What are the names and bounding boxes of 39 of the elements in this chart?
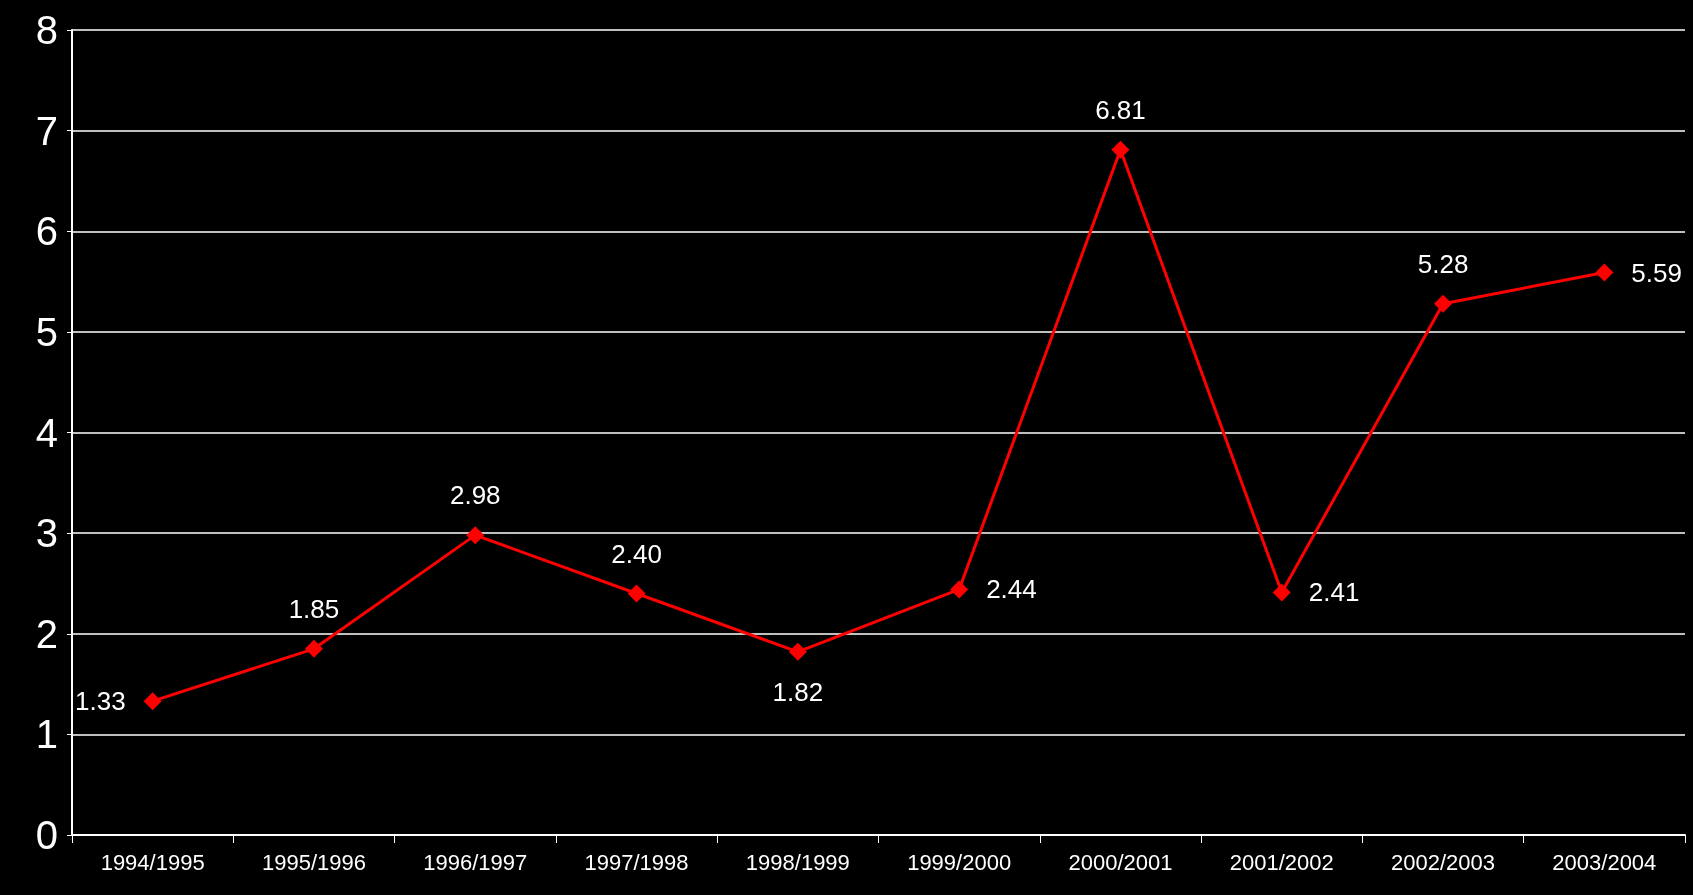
- x-tick-label: 1995/1996: [261, 849, 366, 875]
- data-label: 6.81: [1095, 94, 1146, 125]
- y-tick-label: 2: [35, 611, 58, 656]
- data-label: 2.41: [1308, 577, 1360, 608]
- y-tick-label: 7: [35, 108, 58, 153]
- data-label: 2.40: [611, 538, 662, 569]
- x-tick-label: 2002/2003: [1391, 849, 1496, 875]
- point: [1272, 583, 1291, 602]
- data-label: 1.85: [288, 593, 340, 624]
- point: [950, 580, 969, 599]
- y-tick-label: 6: [35, 209, 58, 254]
- point: [143, 692, 162, 711]
- x-tick-label: 2000/2001: [1068, 849, 1173, 875]
- y-tick-label: 4: [35, 410, 58, 455]
- point: [466, 526, 485, 545]
- x-tick-label: 1998/1999: [745, 849, 850, 875]
- point: [1595, 263, 1614, 282]
- point: [1111, 140, 1130, 159]
- y-tick-label: 8: [35, 8, 58, 52]
- point: [627, 584, 646, 603]
- y-tick-label: 5: [35, 309, 58, 354]
- data-label: 1.82: [772, 676, 824, 707]
- y-tick-label: 3: [35, 511, 58, 556]
- data-label: 1.33: [75, 686, 126, 717]
- point: [788, 642, 807, 661]
- data-label: 5.28: [1417, 248, 1469, 279]
- point: [1434, 294, 1453, 313]
- x-tick-label: 1994/1995: [100, 849, 205, 875]
- x-tick-label: 1999/2000: [907, 849, 1012, 875]
- x-tick-label: 1996/1997: [423, 849, 528, 875]
- data-label: 2.44: [986, 574, 1037, 605]
- x-tick-label: 2003/2004: [1552, 849, 1657, 875]
- x-tick-label: 2001/2002: [1229, 849, 1334, 875]
- point: [304, 639, 323, 658]
- data-label: 2.98: [449, 480, 501, 511]
- y-tick-label: 1: [35, 712, 58, 757]
- data-label: 5.59: [1631, 257, 1682, 288]
- x-tick-label: 1997/1998: [584, 849, 689, 875]
- y-tick-label: 0: [35, 813, 58, 857]
